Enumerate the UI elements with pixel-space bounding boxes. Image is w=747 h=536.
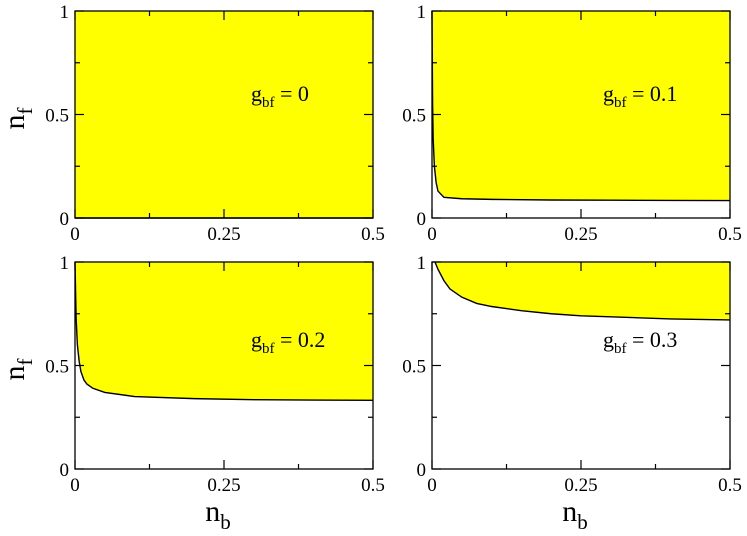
filled-region	[434, 262, 730, 320]
x-tick-label: 0	[70, 224, 80, 245]
x-axis-label: nb	[562, 495, 588, 534]
boundary-curve	[74, 261, 374, 401]
x-tick-label: 0.5	[718, 475, 742, 496]
boundary-curve	[431, 10, 731, 202]
x-tick-label: 0.5	[718, 224, 742, 245]
x-axis-label: nb	[205, 495, 231, 534]
chart-panel-top-left: 0 0.25 0.5 0 0.5 1 nf gbf = 0	[0, 2, 385, 245]
panel-annotation: gbf = 0.2	[251, 327, 325, 357]
x-tick-label: 0.5	[361, 224, 385, 245]
y-axis-label: nf	[0, 108, 37, 130]
filled-region	[75, 262, 373, 401]
panel-annotation: gbf = 0.3	[603, 327, 677, 357]
chart-panel-top-right: 0 0.25 0.5 0 0.5 1 gbf = 0.1	[402, 2, 742, 245]
x-tick-label: 0.25	[564, 475, 597, 496]
chart-panel-bottom-left: 0 0.25 0.5 0 0.5 1 nf nb gbf = 0.2	[0, 253, 385, 534]
y-tick-label: 1	[60, 2, 70, 23]
filled-region	[432, 11, 730, 201]
x-tick-label: 0	[427, 224, 437, 245]
y-axis-label: nf	[0, 359, 37, 381]
chart-panel-bottom-right: 0 0.25 0.5 0 0.5 1 nb gbf = 0.3	[402, 253, 742, 534]
y-tick-label: 0.5	[402, 106, 426, 127]
y-tick-label: 0	[60, 209, 70, 230]
filled-region	[75, 11, 373, 218]
y-tick-label: 0	[60, 460, 70, 481]
y-tick-label: 1	[417, 253, 427, 274]
y-tick-label: 1	[417, 2, 427, 23]
x-tick-label: 0	[70, 475, 80, 496]
y-tick-label: 0.5	[45, 106, 69, 127]
x-tick-label: 0.25	[207, 475, 240, 496]
x-tick-label: 0.25	[207, 224, 240, 245]
x-tick-label: 0	[427, 475, 437, 496]
panel-annotation: gbf = 0.1	[603, 81, 677, 111]
boundary-curve	[434, 261, 731, 321]
y-tick-label: 0	[417, 460, 427, 481]
y-tick-label: 1	[60, 253, 70, 274]
x-tick-label: 0.5	[361, 475, 385, 496]
x-tick-label: 0.25	[564, 224, 597, 245]
y-tick-label: 0	[417, 209, 427, 230]
panel-annotation: gbf = 0	[251, 81, 309, 111]
y-tick-label: 0.5	[402, 357, 426, 378]
y-tick-label: 0.5	[45, 357, 69, 378]
